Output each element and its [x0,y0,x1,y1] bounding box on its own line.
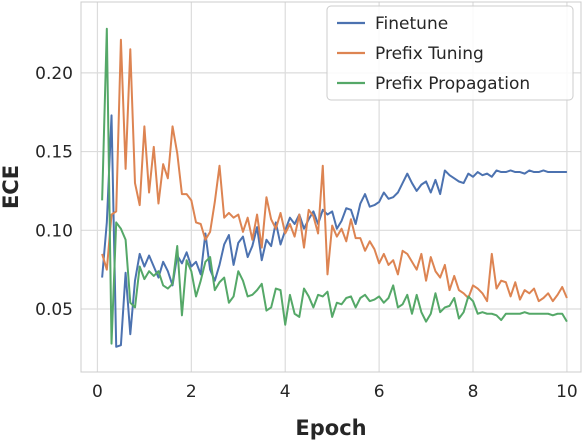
y-tick-label: 0.15 [35,143,73,163]
x-axis-label: Epoch [295,416,366,440]
legend-label-prefix-propagation: Prefix Propagation [375,74,530,94]
series-lines [101,27,568,348]
series-line-prefix-tuning [101,38,568,303]
x-tick-label: 2 [186,382,197,402]
x-tick-label: 8 [468,382,479,402]
y-tick-label: 0.10 [35,221,73,241]
legend-label-finetune: Finetune [375,14,448,34]
x-tick-label: 0 [92,382,103,402]
y-axis-label: ECE [0,165,23,209]
x-tick-label: 4 [280,382,291,402]
series-line-prefix-propagation [101,27,568,345]
legend-box [326,5,574,101]
series-line-finetune [101,114,567,348]
legend-label-prefix-tuning: Prefix Tuning [375,44,484,64]
legend: Finetune Prefix Tuning Prefix Propagation [326,5,574,101]
y-tick-label: 0.05 [35,300,73,320]
x-tick-label: 6 [374,382,385,402]
x-tick-label: 10 [556,382,578,402]
y-tick-labels: 0.05 0.10 0.15 0.20 [35,64,73,320]
plot-frame [80,1,582,373]
y-tick-label: 0.20 [35,64,73,84]
x-tick-labels: 0 2 4 6 8 10 [92,382,578,402]
